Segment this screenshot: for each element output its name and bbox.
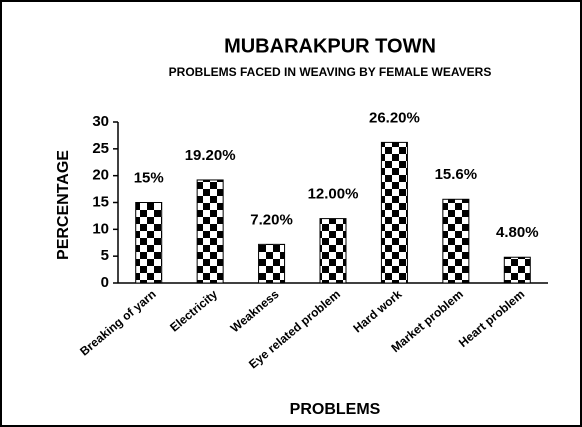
value-label: 7.20% bbox=[250, 211, 293, 228]
y-tick-label: 20 bbox=[92, 167, 109, 184]
value-label: 15.6% bbox=[435, 166, 478, 183]
y-tick-label: 30 bbox=[92, 113, 109, 130]
chart-subtitle: PROBLEMS FACED IN WEAVING BY FEMALE WEAV… bbox=[169, 65, 492, 79]
x-axis-label: PROBLEMS bbox=[290, 401, 381, 418]
y-tick-label: 5 bbox=[101, 247, 109, 264]
bar bbox=[503, 256, 531, 284]
value-label: 19.20% bbox=[185, 147, 236, 164]
bar bbox=[442, 198, 470, 284]
y-tick-label: 10 bbox=[92, 220, 109, 237]
y-tick-label: 0 bbox=[101, 274, 109, 291]
chart-title: MUBARAKPUR TOWN bbox=[224, 35, 436, 57]
bar bbox=[135, 202, 163, 284]
value-label: 12.00% bbox=[308, 186, 359, 203]
bar bbox=[380, 141, 408, 284]
y-tick-label: 25 bbox=[92, 140, 109, 157]
value-label: 15% bbox=[134, 169, 164, 186]
y-axis-label: PERCENTAGE bbox=[55, 150, 72, 260]
value-label: 26.20% bbox=[369, 109, 420, 126]
y-tick-label: 15 bbox=[92, 193, 109, 210]
bar bbox=[319, 218, 347, 284]
value-label: 4.80% bbox=[496, 224, 539, 241]
bar bbox=[196, 179, 224, 284]
bar bbox=[258, 243, 286, 284]
